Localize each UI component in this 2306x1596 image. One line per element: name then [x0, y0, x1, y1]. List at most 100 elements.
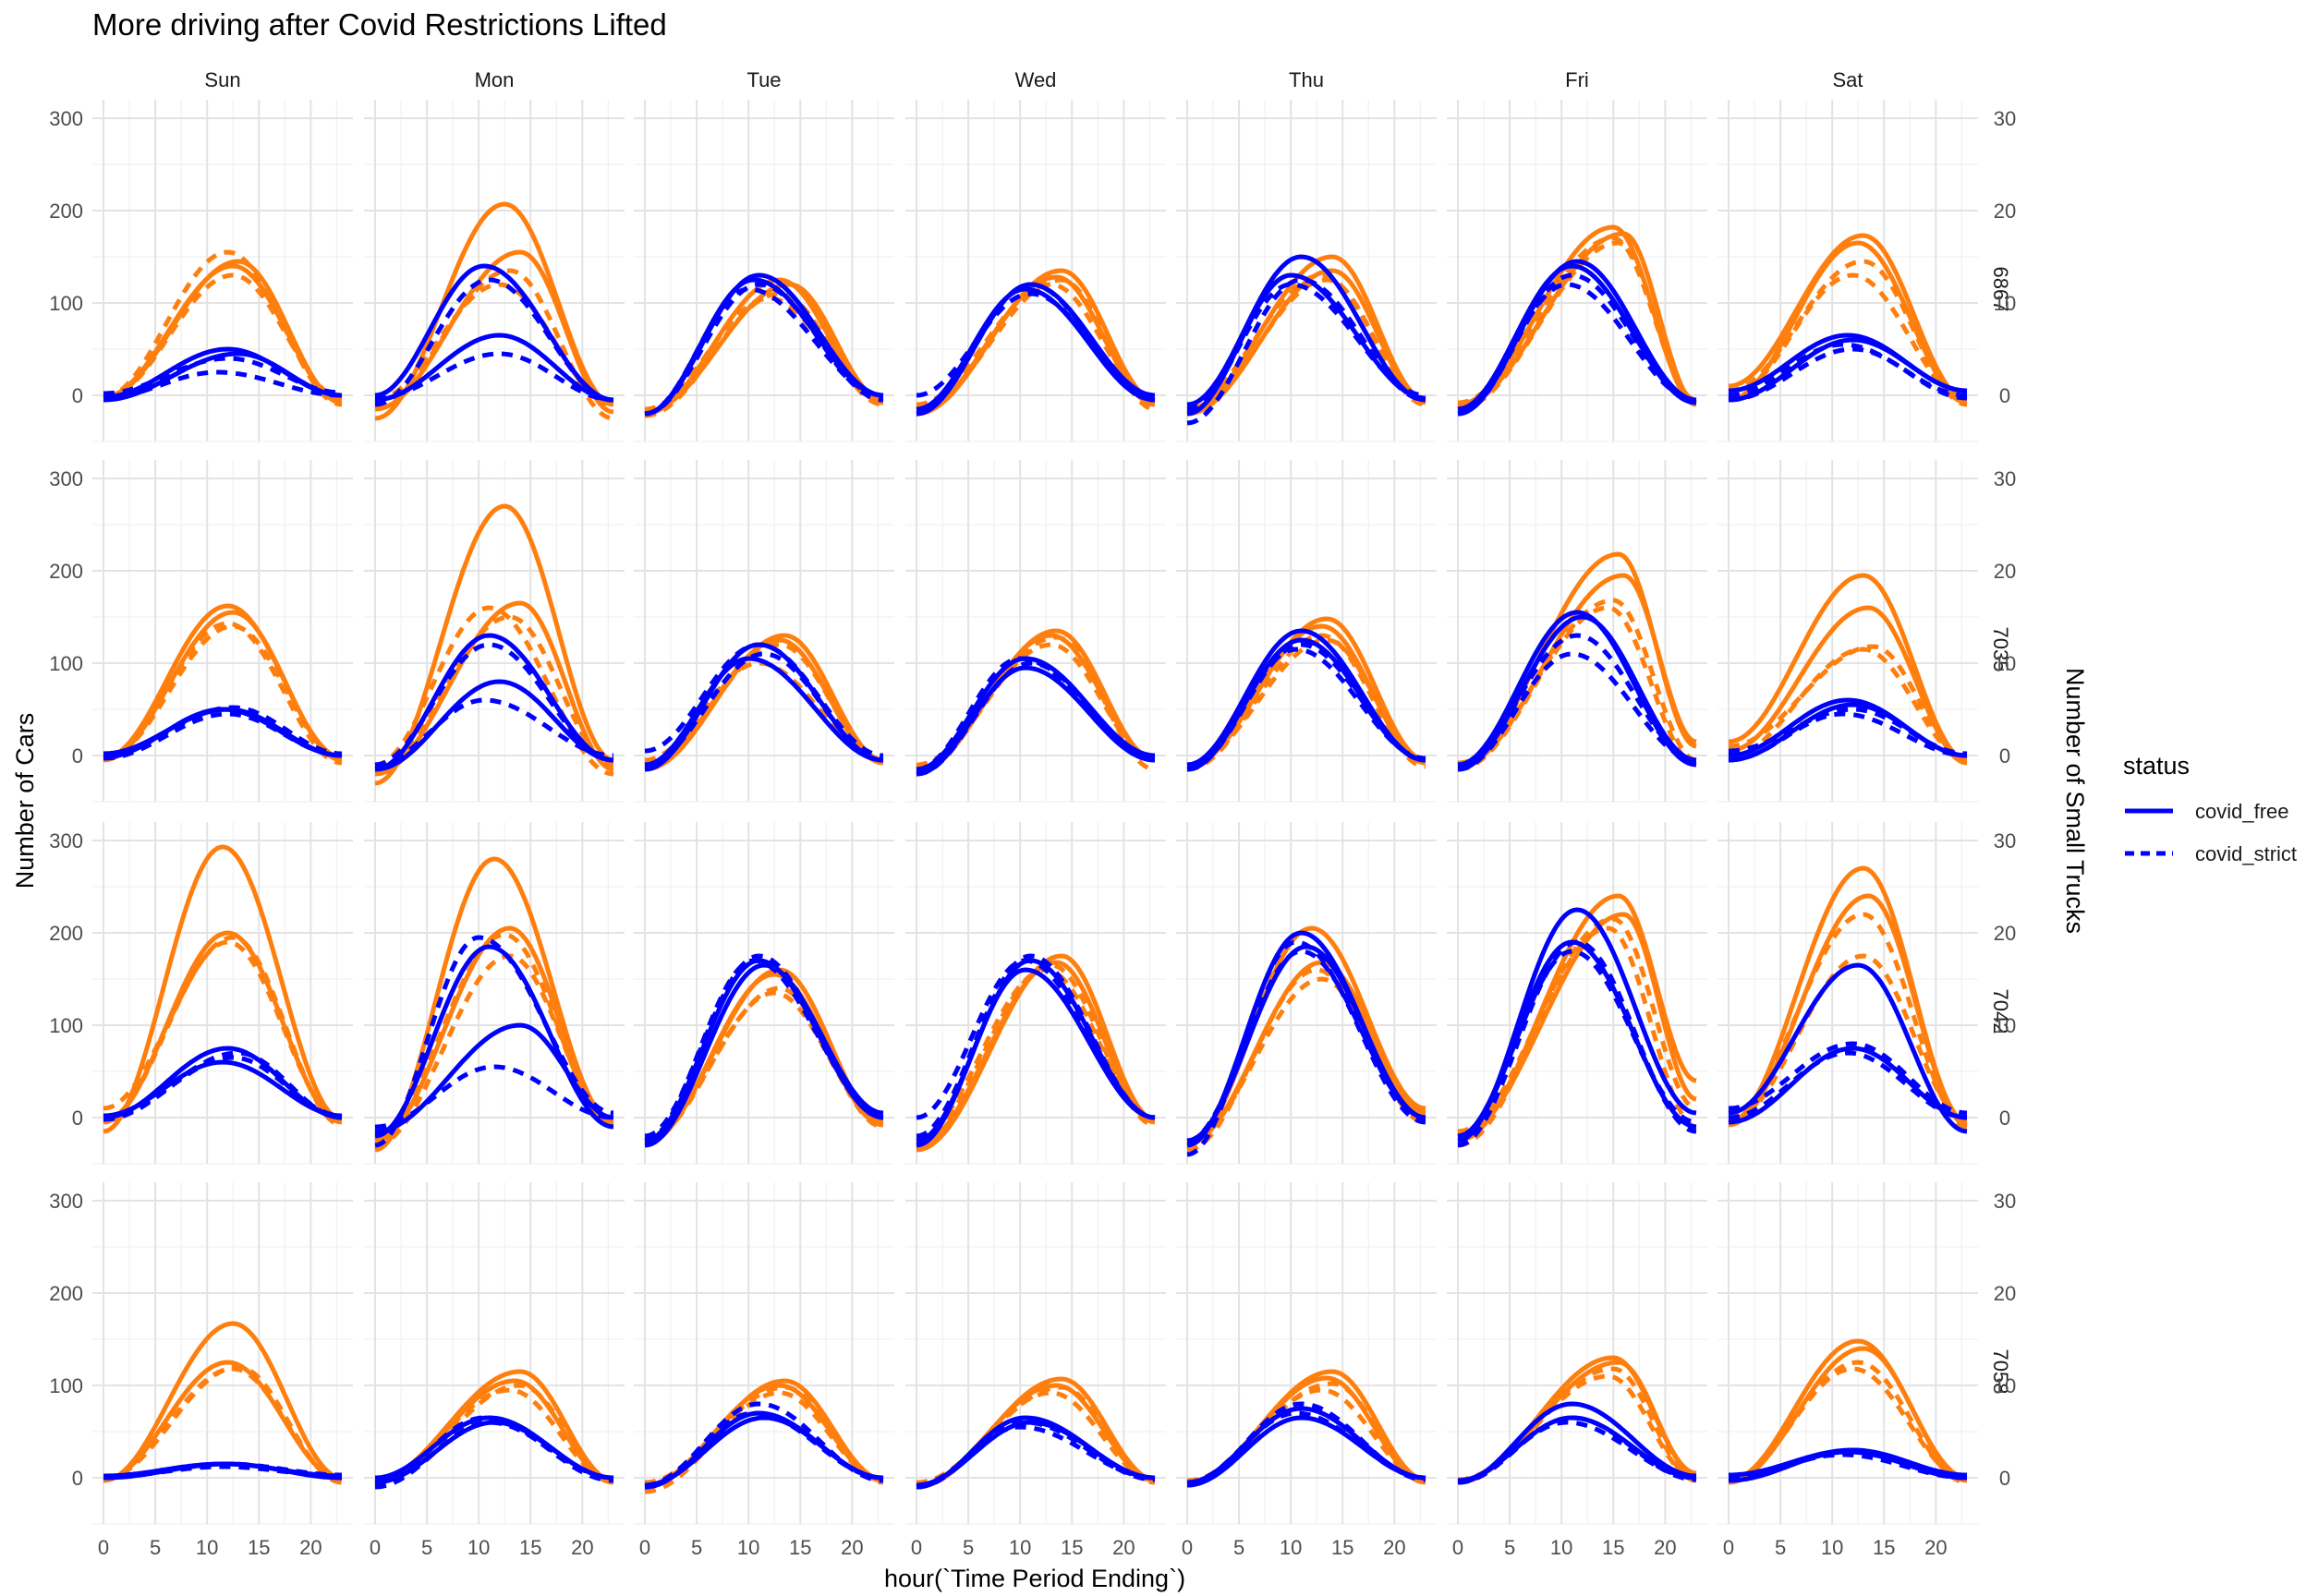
y-tick-label: 100 — [49, 1014, 83, 1037]
cars-series-line-covid-strict — [644, 291, 884, 418]
trucks-series-line-covid-strict — [374, 1420, 614, 1490]
y-tick-label-right: 20 — [1994, 200, 2016, 223]
y-tick-label-right: 20 — [1994, 1282, 2016, 1305]
facet-panels — [92, 100, 1978, 1525]
legend: status covid_free covid_strict — [2123, 752, 2297, 865]
trucks-series-line-covid-strict — [1457, 272, 1697, 417]
y-tick-label-right: 0 — [1999, 384, 2010, 407]
x-tick-label: 10 — [737, 1536, 759, 1559]
x-tick-label: 5 — [963, 1536, 974, 1559]
cars-series-line-covid-strict — [1186, 637, 1426, 768]
column-strip-label: Sat — [1832, 68, 1863, 91]
x-tick-label: 0 — [1452, 1536, 1463, 1559]
cars-series-line-covid-free — [1728, 573, 1968, 763]
trucks-series-line-covid-strict — [1186, 949, 1426, 1143]
trucks-series-line-covid-strict — [1729, 707, 1968, 756]
row-strip-label: 7058 — [1989, 1349, 2012, 1395]
y-axis-label-right: Number of Small Trucks — [2061, 668, 2089, 934]
cars-series-line-covid-strict — [916, 277, 1156, 412]
y-tick-label: 0 — [72, 1467, 83, 1490]
y-tick-label: 0 — [72, 744, 83, 768]
facet-panel — [92, 822, 353, 1165]
cars-series-line-covid-strict — [1728, 1366, 1968, 1483]
x-axis: 0 5 10 15 20 0 5 10 15 20 0 5 10 15 20 0 5 10 15 20 0 5 10 15 20… — [98, 1536, 1948, 1559]
cars-series-line-covid-free — [103, 844, 343, 1134]
x-tick-label: 10 — [1821, 1536, 1843, 1559]
cars-series-line-covid-strict — [1186, 967, 1426, 1153]
y-tick-label: 300 — [49, 107, 83, 130]
trucks-series-line-covid-strict — [374, 351, 614, 403]
cars-series-line-covid-free — [103, 930, 343, 1125]
cars-series-line-covid-strict — [103, 623, 343, 762]
y-tick-label-right: 0 — [1999, 1467, 2010, 1490]
row-strip-label: 7042 — [1989, 989, 2012, 1034]
trucks-series-line-covid-strict — [374, 1415, 614, 1485]
facet-panel — [1717, 460, 1978, 803]
trucks-series-line-covid-strict — [103, 1055, 343, 1122]
trucks-series-line-covid-strict — [374, 1064, 614, 1130]
trucks-series-line-covid-strict — [1186, 647, 1426, 768]
facet-panel — [1717, 822, 1978, 1165]
legend-label: covid_strict — [2195, 842, 2297, 865]
y-tick-label-right: 10 — [1994, 1374, 2016, 1397]
cars-series-line-covid-strict — [374, 932, 614, 1139]
cars-series-line-covid-free — [1728, 233, 1968, 403]
y-axis-label: Number of Cars — [11, 713, 39, 889]
cars-series-line-covid-strict — [1186, 272, 1426, 407]
trucks-series-line-covid-strict — [374, 697, 614, 768]
x-tick-label: 0 — [1723, 1536, 1734, 1559]
y-tick-label: 200 — [49, 1282, 83, 1305]
facet-panel — [1176, 822, 1437, 1165]
column-strip-label: Tue — [746, 68, 781, 91]
x-tick-label: 15 — [1873, 1536, 1895, 1559]
cars-series-line-covid-strict — [1728, 1360, 1968, 1485]
cars-series-line-covid-strict — [374, 953, 614, 1148]
trucks-series-line-covid-strict — [1728, 711, 1967, 763]
x-tick-label: 20 — [1924, 1536, 1947, 1559]
y-tick-label: 300 — [49, 829, 83, 852]
trucks-series-line-covid-strict — [1457, 949, 1697, 1139]
y-tick-label: 200 — [49, 922, 83, 945]
column-strip-label: Mon — [475, 68, 515, 91]
trucks-series-line-covid-strict — [916, 291, 1156, 398]
trucks-series-line-covid-strict — [1186, 282, 1426, 412]
cars-series-line-covid-free — [644, 633, 884, 772]
y-tick-label-right: 20 — [1994, 922, 2016, 945]
facet-panel — [905, 460, 1166, 803]
facet-panel — [1717, 100, 1978, 442]
trucks-series-line-covid-strict — [103, 369, 342, 401]
facet-panel — [364, 100, 625, 442]
left-y-axis: 0 100 200 300 0 100 200 300 0 100 200 300 0 100 200 300 — [49, 107, 83, 1490]
x-tick-label: 20 — [841, 1536, 863, 1559]
y-tick-label-right: 0 — [1999, 744, 2010, 768]
x-tick-label: 10 — [467, 1536, 490, 1559]
y-tick-label-right: 30 — [1994, 1190, 2016, 1213]
x-axis-label: hour(`Time Period Ending`) — [884, 1565, 1185, 1592]
trucks-series-line-covid-strict — [1728, 1041, 1968, 1116]
facet-panel — [92, 1182, 353, 1525]
y-tick-label-right: 0 — [1999, 1106, 2010, 1130]
facet-panel — [634, 822, 894, 1165]
facet-panel — [1447, 1182, 1707, 1525]
cars-series-line-covid-strict — [103, 272, 343, 402]
cars-series-line-covid-strict — [1728, 644, 1968, 763]
y-tick-label-right: 10 — [1994, 292, 2016, 315]
y-tick-label-right: 10 — [1994, 1014, 2016, 1037]
x-tick-label: 20 — [299, 1536, 322, 1559]
cars-series-line-covid-strict — [103, 935, 343, 1128]
facet-panel — [1447, 822, 1707, 1165]
facet-panel — [1176, 460, 1437, 803]
y-tick-label: 0 — [72, 384, 83, 407]
y-tick-label: 100 — [49, 652, 83, 675]
x-tick-label: 10 — [196, 1536, 218, 1559]
y-tick-label: 300 — [49, 1190, 83, 1213]
trucks-series-line-covid-strict — [1728, 1050, 1968, 1120]
trucks-series-line-covid-free — [644, 642, 884, 772]
trucks-series-line-covid-strict — [374, 642, 614, 768]
x-tick-label: 5 — [691, 1536, 702, 1559]
trucks-series-line-covid-strict — [1728, 346, 1968, 403]
x-tick-label: 5 — [1504, 1536, 1515, 1559]
cars-series-line-covid-strict — [1728, 259, 1968, 407]
cars-series-line-covid-strict — [1728, 647, 1968, 761]
